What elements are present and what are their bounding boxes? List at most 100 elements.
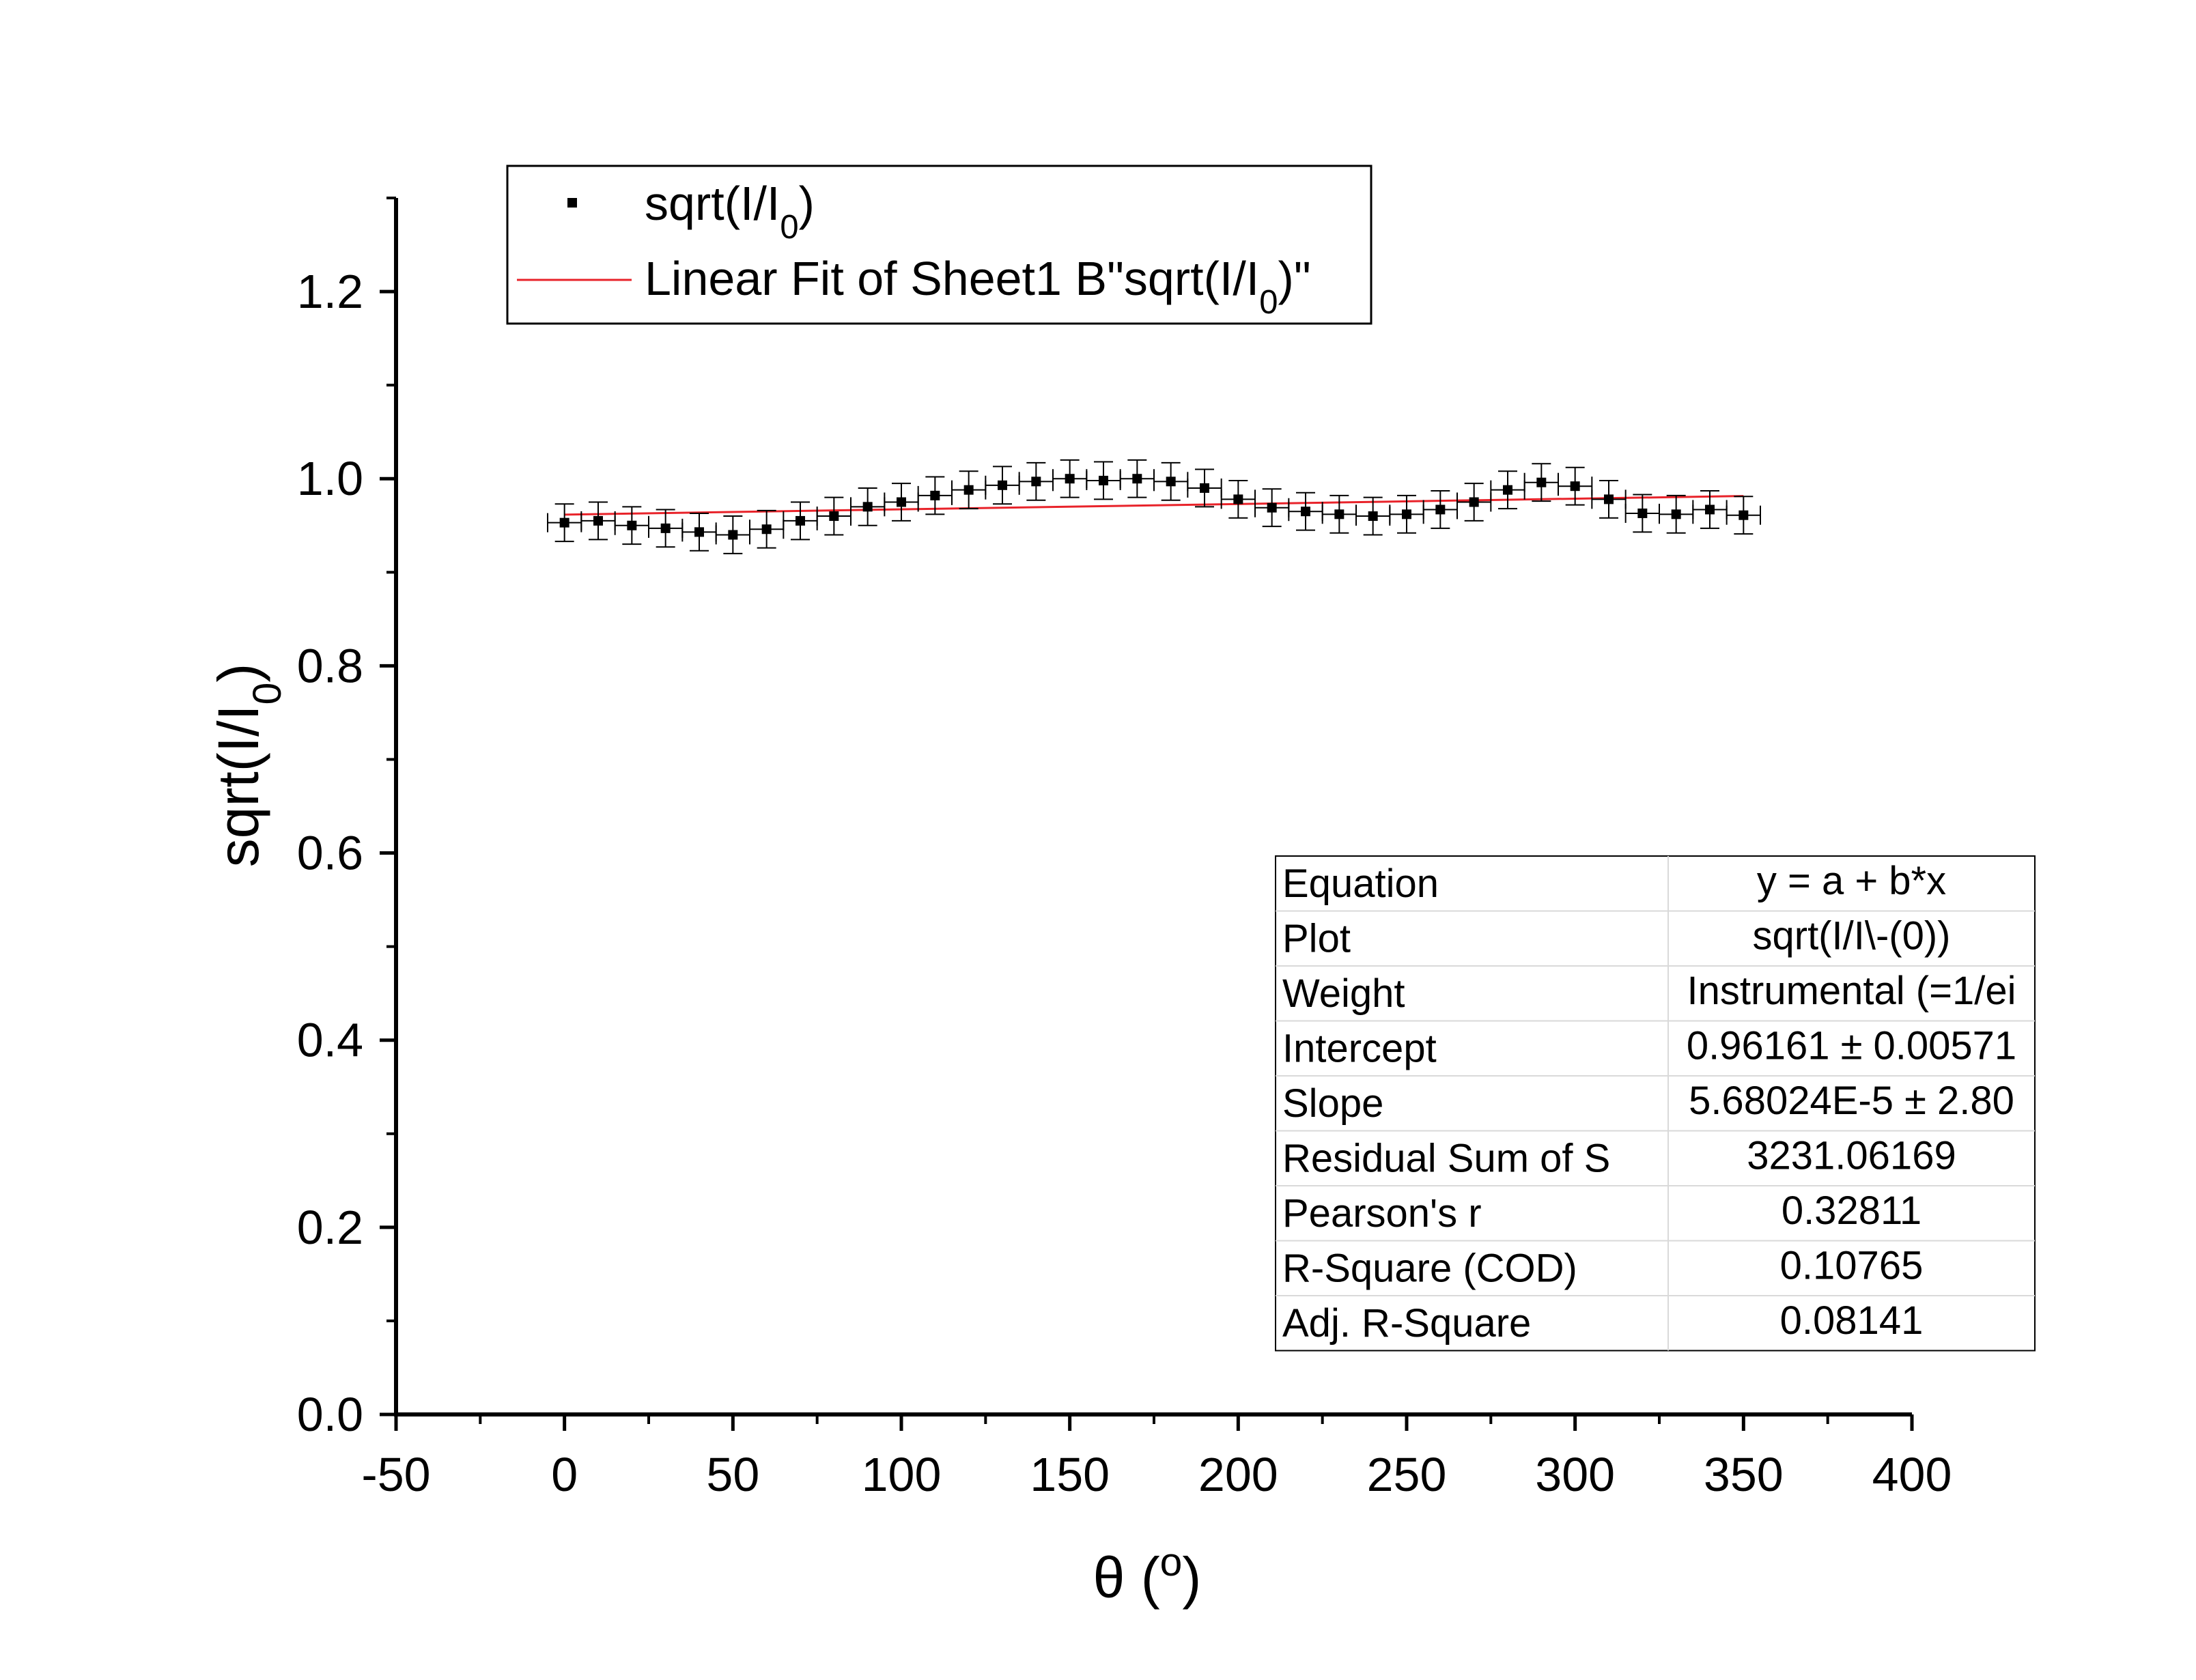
data-point [1422,490,1458,529]
data-point [1187,468,1222,508]
point-marker [1536,477,1547,487]
x-tick-label: 400 [1872,1448,1952,1501]
point-marker [1604,494,1614,504]
stats-key: Intercept [1282,1027,1437,1071]
stats-key: Slope [1282,1081,1383,1126]
x-tick-label: 250 [1367,1448,1447,1501]
x-axis-ticks: -50 0 50 100 150 200 250 300 350 400 [361,1414,1952,1501]
stats-value: 0.32811 [1782,1188,1922,1233]
point-marker [930,490,940,500]
stats-key: R-Square (COD) [1282,1247,1577,1291]
data-point [1490,470,1525,510]
data-point [1624,494,1660,533]
point-marker [1671,509,1681,519]
stats-value: sqrt(I/I\-(0)) [1753,914,1951,958]
legend-marker-points [567,198,577,208]
data-point [1726,496,1761,535]
point-marker [1570,481,1580,492]
fit-line-series [564,495,1744,516]
legend-label-fit-after: )" [1278,252,1311,305]
point-marker [1705,504,1715,515]
x-tick-label: 50 [706,1448,759,1501]
stats-key: Equation [1282,862,1439,906]
point-marker [1738,510,1749,520]
x-tick-label: 300 [1535,1448,1615,1501]
point-marker [1065,474,1075,484]
fit-stats-table: Equation y = a + b*x Plot sqrt(I/I\-(0)) Wei… [1275,855,2036,1352]
point-marker [593,515,603,526]
data-point [1591,479,1627,519]
point-marker [559,517,569,528]
y-tick-label: 0.2 [297,1201,363,1254]
point-marker [998,480,1007,490]
fit-line [564,495,1744,516]
data-point [1389,494,1424,534]
point-marker [1368,511,1378,522]
data-point [580,501,616,541]
legend-label-points-after: ) [799,177,815,230]
x-tick-label: 100 [862,1448,942,1501]
x-tick-label: 200 [1198,1448,1278,1501]
y-tick-label: 1.2 [297,265,363,318]
x-axis-title-sup: o [1160,1540,1183,1584]
stats-value: y = a + b*x [1757,859,1946,903]
data-point [1558,466,1593,506]
data-point [648,509,684,548]
stats-key: Weight [1282,971,1405,1016]
point-marker [897,497,906,507]
stats-value: Instrumental (=1/ei [1687,969,2016,1013]
point-marker [1267,502,1277,513]
point-marker [1334,509,1345,519]
point-marker [694,527,704,537]
stats-key: Adj. R-Square [1282,1301,1531,1346]
point-marker [1301,507,1310,517]
data-point [816,496,851,536]
data-point [1018,461,1054,501]
point-marker [1233,494,1243,504]
data-point [985,466,1020,505]
data-point [1456,483,1492,522]
y-axis-title-sub: 0 [245,683,290,705]
legend: sqrt(I/I0)Linear Fit of Sheet1 B"sqrt(I/… [506,165,1372,325]
data-point [917,476,953,515]
stats-value: 3231.06169 [1747,1134,1956,1178]
stats-value: 0.96161 ± 0.00571 [1687,1024,2016,1068]
data-point [1254,488,1290,528]
legend-label-points-sub: 0 [780,209,798,246]
stats-value: 0.10765 [1780,1244,1924,1288]
point-marker [1402,509,1411,519]
legend-label-points-main: sqrt(I/I [645,177,780,230]
point-marker [627,520,637,530]
point-marker [1637,508,1648,518]
y-tick-label: 0.0 [297,1388,363,1441]
point-marker [963,485,974,495]
data-point [1086,461,1121,500]
x-tick-label: 150 [1030,1448,1110,1501]
data-points-series [547,459,1761,554]
data-point [1321,494,1357,534]
axis-titles: θ (o)sqrt(I/I0) [206,664,1201,1610]
legend-label-fit: Linear Fit of Sheet1 B"sqrt(I/I0)" [645,252,1311,321]
x-axis-title-main: θ ( [1093,1546,1160,1610]
x-axis-title: θ (o) [1093,1540,1202,1610]
point-marker [1435,504,1446,515]
data-point [614,506,649,545]
data-point [1288,492,1323,531]
point-marker [1099,475,1108,485]
legend-label-points: sqrt(I/I0) [645,177,815,246]
legend-label-fit-sub: 0 [1259,284,1278,321]
y-axis-title-main: sqrt(I/I [206,704,270,867]
point-marker [1503,485,1512,495]
data-point [681,512,717,552]
y-tick-label: 0.4 [297,1014,363,1067]
data-point [749,509,785,549]
data-point [850,487,886,526]
data-point [1220,479,1256,519]
point-marker [1132,474,1142,484]
y-tick-label: 0.6 [297,827,363,880]
stats-value: 5.68024E-5 ± 2.80 [1689,1079,2014,1123]
stats-key: Pearson's r [1282,1191,1482,1236]
x-tick-label: 350 [1704,1448,1784,1501]
stats-key: Residual Sum of S [1282,1137,1610,1181]
